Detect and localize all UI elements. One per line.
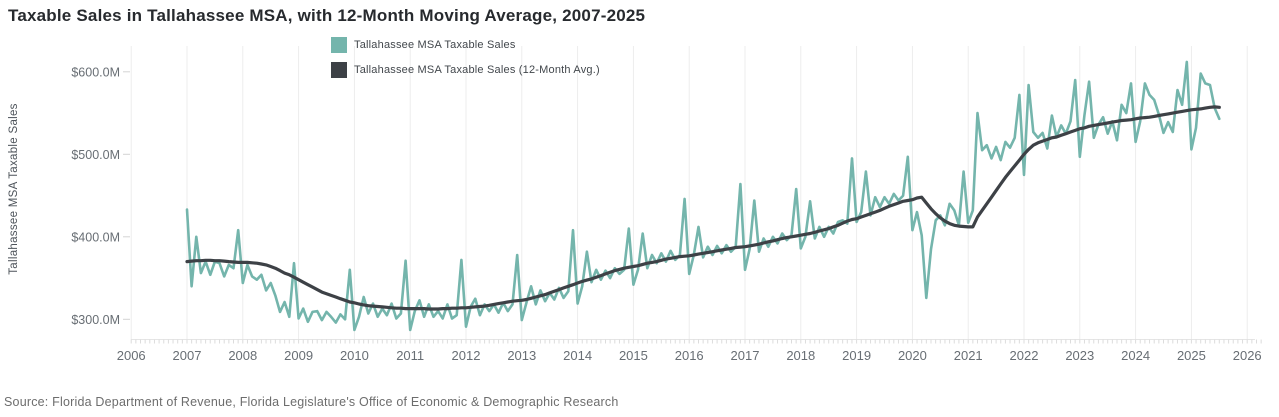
- x-tick-label: 2006: [117, 348, 146, 363]
- x-tick-label: 2018: [786, 348, 815, 363]
- x-tick-label: 2023: [1065, 348, 1094, 363]
- y-axis-title: Tallahassee MSA Taxable Sales: [8, 103, 20, 275]
- x-tick-label: 2011: [396, 348, 424, 363]
- x-tick-label: 2015: [619, 348, 648, 363]
- chart-legend: Tallahassee MSA Taxable Sales Tallahasse…: [331, 36, 600, 86]
- x-tick-label: 2010: [340, 348, 369, 363]
- axes: [123, 71, 1262, 344]
- gridlines: [130, 46, 1248, 340]
- x-tick-label: 2021: [954, 348, 983, 363]
- x-tick-label: 2012: [452, 348, 481, 363]
- x-tick-label: 2025: [1177, 348, 1206, 363]
- x-tick-label: 2013: [507, 348, 536, 363]
- y-tick-label: $600.0M: [71, 65, 120, 79]
- chart-title: Taxable Sales in Tallahassee MSA, with 1…: [8, 6, 646, 25]
- x-tick-label: 2026: [1233, 348, 1262, 363]
- axis-tick-labels: $600.0M $500.0M $400.0M $300.0M 2006 2007 2008…: [71, 65, 1261, 363]
- legend-swatch-taxable-sales: [331, 37, 347, 53]
- legend-label-moving-average: Tallahassee MSA Taxable Sales (12-Month …: [354, 64, 600, 76]
- legend-item-taxable-sales[interactable]: Tallahassee MSA Taxable Sales: [331, 36, 600, 54]
- legend-label-taxable-sales: Tallahassee MSA Taxable Sales: [354, 39, 516, 51]
- x-tick-label: 2022: [1010, 348, 1039, 363]
- moving-average-line: [185, 105, 1221, 311]
- x-tick-label: 2007: [173, 348, 202, 363]
- y-tick-label: $300.0M: [71, 313, 120, 327]
- x-tick-label: 2016: [675, 348, 704, 363]
- source-note: Source: Florida Department of Revenue, F…: [4, 395, 619, 409]
- x-tick-label: 2017: [731, 348, 760, 363]
- y-tick-label: $400.0M: [71, 230, 120, 244]
- x-tick-label: 2009: [284, 348, 313, 363]
- x-tick-label: 2014: [563, 348, 592, 363]
- x-tick-label: 2019: [842, 348, 871, 363]
- x-tick-label: 2020: [898, 348, 927, 363]
- y-tick-label: $500.0M: [71, 148, 120, 162]
- legend-swatch-moving-average: [331, 62, 347, 78]
- sales-line: [185, 60, 1221, 332]
- legend-item-moving-average[interactable]: Tallahassee MSA Taxable Sales (12-Month …: [331, 61, 600, 79]
- x-tick-label: 2008: [228, 348, 257, 363]
- series-lines: [185, 60, 1221, 332]
- x-tick-label: 2024: [1121, 348, 1150, 363]
